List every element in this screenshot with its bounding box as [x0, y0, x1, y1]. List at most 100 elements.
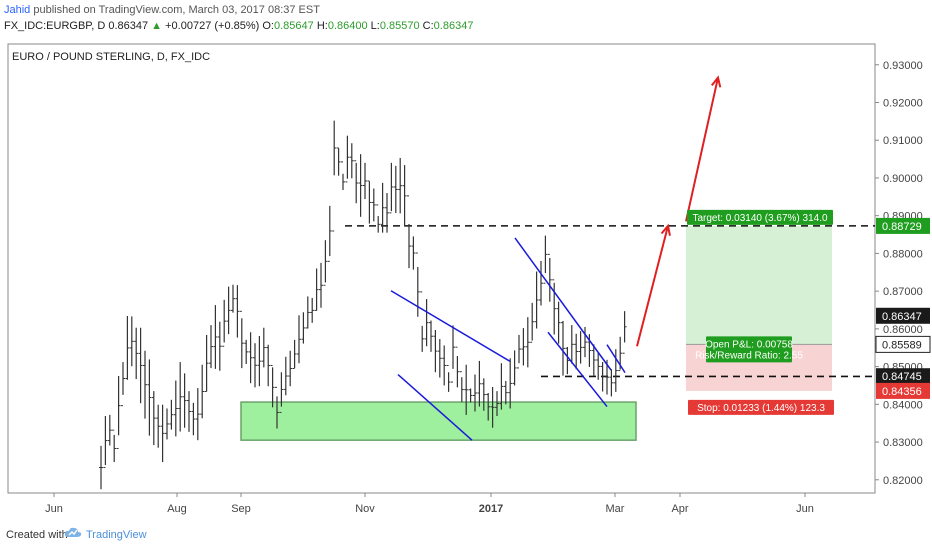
ohlc-bar [393, 165, 398, 214]
y-tick-label: 0.83000 [883, 437, 923, 449]
ohlc-bar [341, 161, 345, 191]
channel-line-lower-1 [397, 373, 473, 441]
ohlc-bar [367, 180, 372, 224]
ohlc-bar [525, 317, 530, 368]
target-label-text: Target: 0.03140 (3.67%) 314.0 [692, 213, 828, 224]
ohlc-bar [407, 195, 411, 269]
ohlc-bar [534, 271, 539, 329]
x-tick-label: Mar [606, 503, 625, 515]
ohlc-bar [358, 154, 363, 217]
ohlc-bar [613, 349, 618, 392]
ohlc-bar [495, 391, 499, 417]
ohlc-bar [138, 327, 143, 404]
open-value: 0.85647 [274, 20, 314, 32]
ohlc-bar [503, 380, 508, 405]
x-tick-label: Jun [796, 503, 814, 515]
x-tick-label: Aug [167, 503, 187, 515]
ohlc-bar [332, 120, 337, 232]
channel-line-upper-1 [390, 290, 511, 362]
ohlc-bar [596, 353, 601, 380]
ohlc-bar [473, 374, 477, 412]
close-value: 0.86347 [433, 20, 474, 32]
tradingview-brand-link[interactable]: TradingView [86, 529, 147, 541]
price-chart[interactable]: EURO / POUND STERLING, D, FX_IDC 0.82000 0… [0, 37, 932, 520]
y-tick-label: 0.84000 [883, 399, 923, 411]
y-tick-label: 0.90000 [883, 173, 923, 185]
price-label-text: 0.88729 [882, 221, 922, 233]
y-tick-label: 0.88000 [883, 248, 923, 260]
ohlc-bar [112, 429, 117, 463]
ohlc-bar [125, 316, 130, 380]
pnl-label-text: Open P&L: 0.00758 [705, 339, 793, 350]
ohlc-bar [107, 414, 112, 446]
ohlc-bar [565, 346, 570, 375]
ohlc-bar [213, 305, 218, 369]
low-value: 0.85570 [379, 20, 420, 32]
ohlc-bar [600, 362, 605, 392]
channel-line-upper-2 [514, 237, 612, 371]
ohlc-bar [433, 330, 438, 373]
symbol-line: FX_IDC:EURGBP, D 0.86347 ▲ +0.00727 (+0.… [4, 20, 473, 32]
high-label: H: [316, 20, 328, 32]
ohlc-bar [204, 334, 209, 393]
ohlc-bar [209, 325, 213, 369]
y-tick-label: 0.82000 [883, 475, 923, 487]
ohlc-bar [591, 344, 596, 376]
price-label: 0.84745 [876, 368, 930, 385]
ohlc-bar [178, 362, 183, 432]
pnl-label-bg [706, 336, 792, 363]
close-label: C: [422, 20, 434, 32]
ohlc-bar [464, 364, 469, 415]
ohlc-bar [455, 346, 460, 388]
ohlc-bar [165, 408, 169, 440]
author-link[interactable]: Jahid [4, 4, 31, 16]
open-label: O: [262, 20, 274, 32]
ohlc-bar [609, 369, 614, 397]
ohlc-bar [569, 325, 574, 364]
x-tick-label: Apr [671, 503, 688, 515]
ohlc-bar [512, 350, 517, 386]
ohlc-bar [521, 328, 526, 366]
ohlc-bar [336, 147, 341, 176]
ohlc-bar [363, 162, 367, 200]
publish-line: Jahid published on TradingView.com, Marc… [4, 4, 320, 16]
low-label: L: [370, 20, 380, 32]
up-arrow-icon: ▲ [151, 20, 163, 32]
y-tick-label: 0.87000 [883, 286, 923, 298]
ohlc-bar [578, 331, 583, 364]
ohlc-bar [429, 320, 433, 352]
projection-arrow-2 [685, 77, 719, 222]
channel-breakout-line [606, 344, 626, 374]
chart-title: EURO / POUND STERLING, D, FX_IDC [12, 51, 210, 63]
ohlc-bar [222, 299, 227, 347]
ohlc-bar [116, 376, 121, 449]
ohlc-bar [415, 252, 420, 317]
stop-label-bg [688, 399, 834, 415]
ohlc-bar [486, 393, 491, 421]
ohlc-bar [217, 321, 222, 371]
ohlc-bar [481, 378, 486, 411]
ohlc-bar [380, 182, 385, 233]
price-label-bg [876, 382, 930, 399]
ohlc-bar [103, 416, 108, 469]
ohlc-bar [297, 315, 301, 364]
price-label-text: 0.86347 [882, 311, 922, 323]
ohlc-bar [543, 235, 548, 284]
high-value: 0.86400 [327, 20, 368, 32]
ohlc-bar [239, 310, 244, 369]
ohlc-bar [517, 334, 521, 369]
ohlc-bar [147, 359, 152, 436]
y-tick-label: 0.91000 [883, 135, 923, 147]
ohlc-bar [547, 253, 552, 302]
ohlc-bar [530, 302, 535, 343]
price-label: 0.88729 [876, 217, 930, 234]
ohlc-bar [314, 268, 319, 311]
x-tick-label: Nov [355, 503, 375, 515]
price-label-bg [876, 217, 930, 234]
ohlc-bar [292, 339, 297, 369]
price-label: 0.84356 [876, 382, 930, 399]
ohlc-bar [354, 160, 359, 204]
ohlc-bar [468, 388, 473, 403]
ohlc-bar [253, 343, 257, 388]
ohlc-bar [323, 240, 328, 286]
